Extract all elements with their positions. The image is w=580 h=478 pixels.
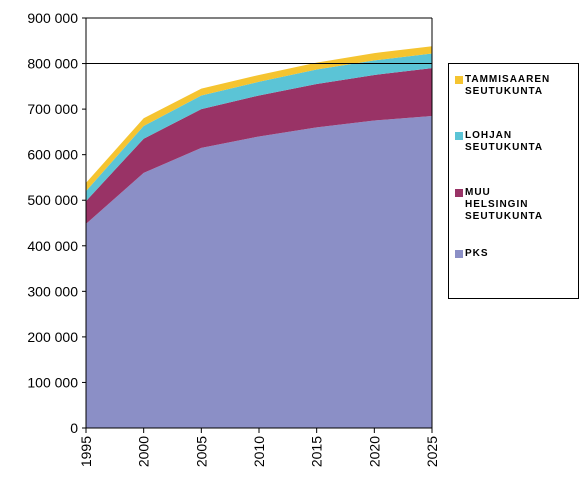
legend-swatch-tammisaaren [455,76,463,84]
x-tick-label: 2000 [136,436,152,467]
x-tick-label: 2025 [424,436,440,467]
legend-item-tammisaaren: TAMMISAAREN SEUTUKUNTA [455,74,550,98]
y-tick-label: 500 000 [27,192,78,208]
x-tick-label: 2015 [309,436,325,467]
legend: TAMMISAAREN SEUTUKUNTA LOHJAN SEUTUKUNTA… [448,63,579,299]
area-pks [86,115,432,428]
y-tick-label: 400 000 [27,238,78,254]
y-tick-label: 0 [70,420,78,436]
y-tick-label: 900 000 [27,10,78,26]
legend-label-pks: PKS [465,248,489,259]
x-tick-label: 2020 [366,436,382,467]
legend-swatch-muu-helsingin [455,189,463,197]
y-tick-label: 100 000 [27,374,78,390]
legend-label-muu-helsingin: MUU HELSINGIN SEUTUKUNTA [465,187,544,222]
y-tick-label: 200 000 [27,329,78,345]
x-tick-label: 1995 [78,436,94,467]
legend-label-tammisaaren: TAMMISAAREN SEUTUKUNTA [465,74,551,97]
x-tick-label: 2010 [251,436,267,467]
y-tick-label: 300 000 [27,283,78,299]
legend-item-muu-helsingin: MUU HELSINGIN SEUTUKUNTA [455,187,543,223]
legend-item-pks: PKS [455,248,489,260]
area-tammisaaren-seutukunta [86,46,432,192]
legend-label-lohjan: LOHJAN SEUTUKUNTA [465,130,544,153]
x-axis: 1995 2000 2005 2010 2015 2020 2025 [78,428,440,467]
legend-swatch-pks [455,250,463,258]
legend-item-lohjan: LOHJAN SEUTUKUNTA [455,130,543,154]
y-tick-label: 600 000 [27,147,78,163]
area-muu-helsingin-seutukunta [86,68,432,224]
legend-swatch-lohjan [455,132,463,140]
y-tick-label: 800 000 [27,56,78,72]
series-areas [86,46,432,428]
y-axis: 0 100 000 200 000 300 000 400 000 500 000 600 … [27,10,86,436]
area-lohjan-seutukunta [86,53,432,202]
x-tick-label: 2005 [193,436,209,467]
y-tick-label: 700 000 [27,101,78,117]
